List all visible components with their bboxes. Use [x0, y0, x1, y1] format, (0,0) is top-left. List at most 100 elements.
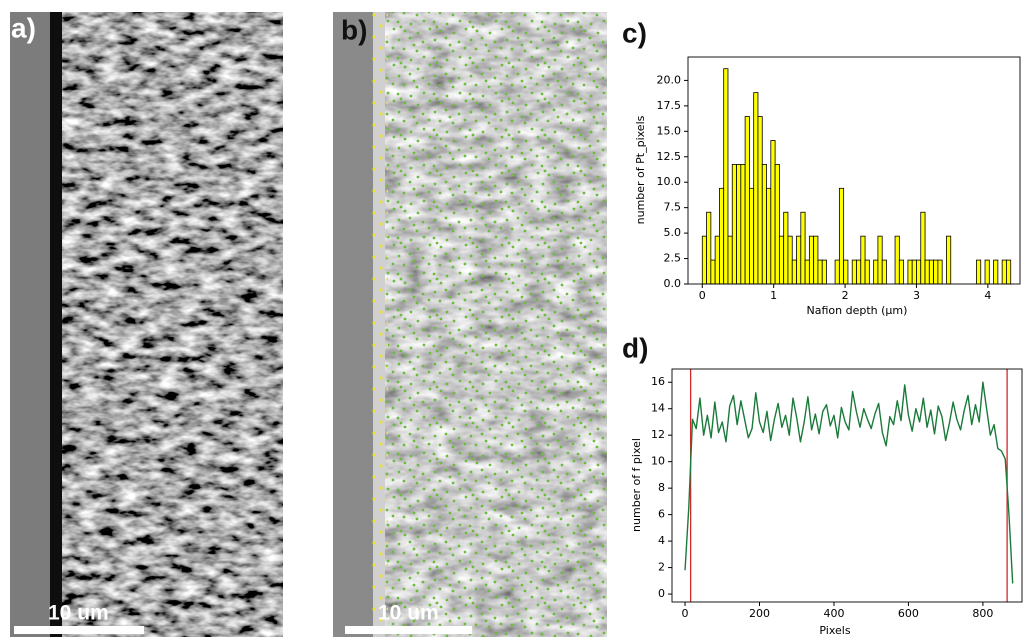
bar [817, 259, 823, 285]
y-tick-label: 16 [651, 375, 665, 388]
bar [787, 235, 793, 285]
bar [933, 259, 939, 285]
bar [1001, 259, 1007, 285]
y-axis-label: number of Pt_pixels [634, 115, 647, 224]
micrograph-a [10, 12, 283, 637]
bar [864, 259, 870, 285]
y-tick-label: 7.5 [664, 201, 682, 214]
bar [774, 163, 780, 285]
bar [860, 235, 866, 285]
y-tick-label: 17.5 [657, 99, 682, 112]
bar [701, 235, 707, 285]
bar [727, 235, 733, 285]
y-tick-label: 0.0 [664, 277, 682, 290]
y-tick-label: 2.5 [664, 252, 682, 265]
bar [766, 187, 772, 285]
axes-frame [687, 56, 1021, 285]
bar [749, 187, 755, 285]
x-tick-label: 400 [823, 607, 844, 620]
bar [911, 259, 917, 285]
x-tick-label: 2 [842, 289, 849, 302]
bar [924, 259, 930, 285]
bar [907, 259, 913, 285]
bar [778, 235, 785, 285]
bar [706, 211, 712, 285]
bar [916, 259, 922, 285]
bar [976, 259, 982, 285]
bar [838, 187, 845, 285]
x-tick-label: 0 [682, 607, 689, 620]
bar [1006, 259, 1012, 285]
y-tick-label: 0 [658, 587, 665, 600]
bar [770, 140, 776, 285]
scale-bar-label: 10 um [48, 602, 109, 625]
bar [736, 163, 742, 285]
bar [928, 259, 935, 285]
bar [731, 163, 737, 285]
panel-label: c) [622, 17, 647, 48]
y-tick-label: 10.0 [657, 175, 682, 188]
x-tick-label: 1 [770, 289, 777, 302]
bar [873, 259, 879, 285]
bar [834, 259, 840, 285]
bar [710, 259, 716, 285]
y-tick-label: 8 [658, 481, 665, 494]
micrograph-b [333, 12, 607, 637]
bar [800, 211, 806, 285]
bar [783, 211, 789, 285]
panel-label: a) [11, 12, 36, 43]
scale-bar [345, 626, 472, 634]
y-tick-label: 20.0 [657, 73, 682, 86]
bar [881, 259, 887, 285]
bar [813, 235, 819, 285]
x-tick-label: 600 [898, 607, 919, 620]
y-tick-label: 2 [658, 561, 665, 574]
y-tick-label: 14 [651, 402, 665, 415]
bar [898, 259, 905, 285]
y-tick-label: 5.0 [664, 226, 682, 239]
bar [757, 116, 763, 285]
bar [719, 187, 725, 285]
bar [946, 235, 952, 285]
bar [723, 68, 729, 285]
bar [796, 235, 802, 285]
y-tick-label: 4 [658, 534, 665, 547]
bar [714, 235, 720, 285]
bar [843, 259, 849, 285]
bar [804, 259, 810, 285]
panel-label: d) [622, 332, 648, 363]
panel-label: b) [341, 14, 367, 45]
bar [920, 211, 926, 285]
x-tick-label: 800 [972, 607, 993, 620]
x-tick-label: 0 [699, 289, 706, 302]
x-tick-label: 4 [984, 289, 991, 302]
scale-bar [14, 626, 144, 634]
x-axis-label: Nafion depth (µm) [807, 304, 908, 317]
y-tick-label: 12.5 [657, 150, 682, 163]
bar [761, 163, 767, 285]
bar [894, 235, 900, 285]
bar [937, 259, 943, 285]
bar [851, 259, 857, 285]
y-tick-label: 6 [658, 508, 665, 521]
x-axis-label: Pixels [819, 624, 850, 637]
scale-bar-label: 10 um [378, 602, 439, 625]
bar [877, 235, 883, 285]
bar [808, 235, 815, 285]
bar [740, 163, 746, 285]
bar [856, 259, 862, 285]
y-axis-label: number of f pixel [630, 438, 643, 532]
bar [791, 259, 797, 285]
bar [744, 116, 750, 285]
x-tick-label: 200 [749, 607, 770, 620]
x-tick-label: 3 [913, 289, 920, 302]
y-tick-label: 15.0 [657, 124, 682, 137]
data-line [684, 381, 1014, 584]
bar [984, 259, 990, 285]
bar [753, 92, 759, 285]
bar [993, 259, 999, 285]
y-tick-label: 12 [651, 428, 665, 441]
axes-frame [671, 368, 1023, 603]
bar [821, 259, 827, 285]
